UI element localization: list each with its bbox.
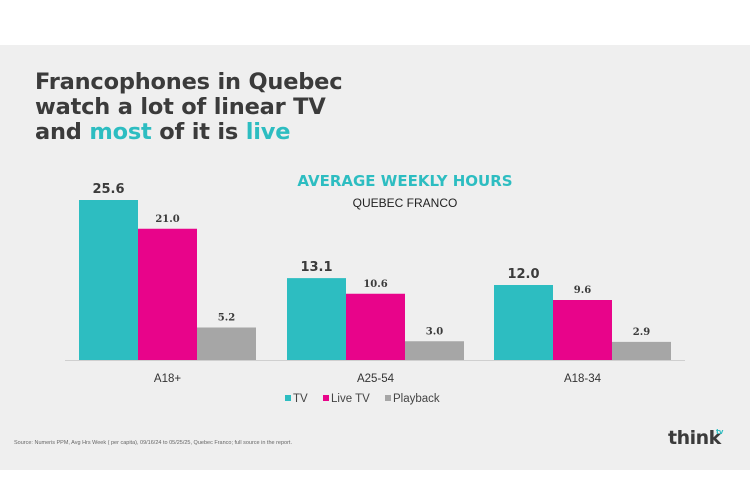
chart-title: AVERAGE WEEKLY HOURS (297, 172, 513, 190)
headline-accent-most: most (89, 119, 152, 145)
legend-label-tv: TV (293, 393, 308, 405)
data-label-tv-a25-54: 13.1 (300, 260, 332, 275)
bar-tv-a25-54 (287, 278, 346, 360)
data-label-playback-a18-34: 2.9 (633, 327, 650, 338)
think-tv-logo: think tv (668, 427, 723, 449)
x-tick-label-a18+: A18+ (154, 373, 181, 385)
bar-live-tv-a18-34 (553, 300, 612, 360)
data-label-tv-a18+: 25.6 (92, 182, 124, 197)
bar-playback-a18+ (197, 327, 256, 360)
bar-live-tv-a18+ (138, 228, 197, 360)
legend-swatch-live-tv (323, 395, 329, 401)
headline-line-1: Francophones in Quebec (35, 69, 343, 95)
headline-line-3-a: and (35, 119, 90, 145)
headline-line-3-c: of it is (151, 119, 246, 145)
headline-line-2: watch a lot of linear TV (35, 94, 326, 120)
logo-text: think (668, 427, 721, 449)
x-tick-label-a18-34: A18-34 (564, 373, 602, 385)
legend-label-live-tv: Live TV (331, 393, 370, 405)
data-label-playback-a18+: 5.2 (218, 313, 235, 324)
bar-live-tv-a25-54 (346, 293, 405, 360)
headline-accent-live: live (245, 119, 291, 145)
legend-label-playback: Playback (393, 393, 440, 405)
chart-subtitle: QUEBEC FRANCO (352, 196, 458, 210)
data-label-tv-a18-34: 12.0 (507, 267, 539, 282)
logo-tv-superscript: tv (716, 428, 723, 436)
legend-swatch-tv (285, 395, 291, 401)
bar-playback-a18-34 (612, 341, 671, 360)
data-label-playback-a25-54: 3.0 (426, 326, 443, 337)
x-tick-label-a25-54: A25-54 (357, 373, 395, 385)
data-label-live-tv-a25-54: 10.6 (363, 279, 387, 290)
headline-line-3: and most of it is live (35, 120, 342, 145)
source-note: Source: Numeris PPM, Avg Hrs Week ( per … (14, 440, 292, 446)
bar-playback-a25-54 (405, 341, 464, 360)
bar-tv-a18-34 (494, 285, 553, 360)
data-label-live-tv-a18+: 21.0 (155, 214, 179, 225)
headline: Francophones in Quebec watch a lot of li… (35, 69, 343, 145)
legend-swatch-playback (385, 395, 391, 401)
bar-tv-a18+ (79, 200, 138, 360)
data-label-live-tv-a18-34: 9.6 (574, 285, 591, 296)
